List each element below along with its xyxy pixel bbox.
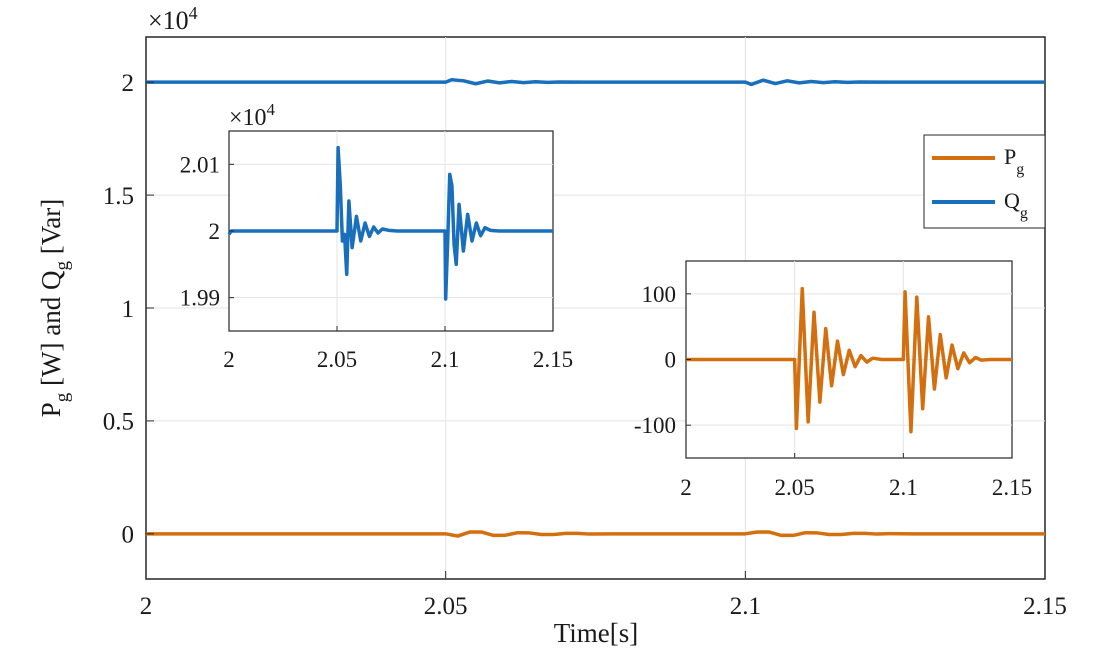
inset-q-x-tick-label: 2.05 [317, 347, 357, 372]
inset-q-x-tick-label: 2 [223, 347, 235, 372]
inset-q-lines [227, 145, 553, 301]
inset-q-ticks: 2 2.05 2.1 2.15 1.99 2 2.01 [180, 152, 573, 372]
main-x-tick-label: 2.1 [730, 593, 761, 620]
inset-p-series-0 [686, 286, 1012, 434]
main-series-0 [146, 530, 1045, 538]
y-axis-label: Pg [W] and Qg [Var] [36, 199, 73, 417]
inset-p-x-tick-label: 2.1 [889, 475, 918, 500]
inset-p-y-tick-label: -100 [634, 413, 676, 438]
inset-q-series-0 [227, 145, 553, 301]
main-y-tick-label: 0 [122, 522, 135, 549]
main-y-tick-label: 1 [122, 296, 135, 323]
legend-box [923, 134, 1046, 229]
inset-q-x-tick-label: 2.15 [533, 347, 573, 372]
inset-p-y-tick-label: 100 [642, 282, 677, 307]
inset-p-x-tick-label: 2.15 [992, 475, 1032, 500]
legend: Pg Qg [923, 134, 1046, 229]
main-series-1 [146, 77, 1045, 87]
legend-label-pg: Pg [1004, 144, 1024, 178]
inset-q-x-tick-label: 2.1 [431, 347, 460, 372]
inset-q-y-tick-label: 2 [209, 219, 221, 244]
main-exponent-label: ×104 [148, 3, 198, 35]
inset-q-y-tick-label: 1.99 [180, 286, 220, 311]
inset-p-x-tick-label: 2 [680, 475, 692, 500]
inset-q-y-tick-label: 2.01 [180, 152, 220, 177]
main-ticks: 2 2.05 2.1 2.15 0 0.5 1 1.5 2 [103, 70, 1067, 620]
legend-label-qg: Qg [1004, 188, 1028, 222]
x-axis-label: Time[s] [554, 618, 639, 648]
main-lines [146, 77, 1045, 538]
main-y-tick-label: 2 [122, 70, 135, 97]
inset-q-exponent-label: ×104 [229, 100, 276, 131]
main-y-tick-label: 0.5 [103, 409, 134, 436]
main-x-tick-label: 2.15 [1023, 593, 1067, 620]
inset-p-lines [686, 286, 1012, 434]
inset-p-ticks: 2 2.05 2.1 2.15 -100 0 100 [634, 282, 1032, 500]
main-y-tick-label: 1.5 [103, 183, 134, 210]
main-x-tick-label: 2 [140, 593, 153, 620]
inset-q-axes: 2 2.05 2.1 2.15 1.99 2 2.01 ×104 [180, 100, 573, 372]
inset-p-axes: 2 2.05 2.1 2.15 -100 0 100 [634, 260, 1032, 500]
inset-p-y-tick-label: 0 [665, 348, 677, 373]
inset-p-x-tick-label: 2.05 [775, 475, 815, 500]
main-x-tick-label: 2.05 [424, 593, 468, 620]
